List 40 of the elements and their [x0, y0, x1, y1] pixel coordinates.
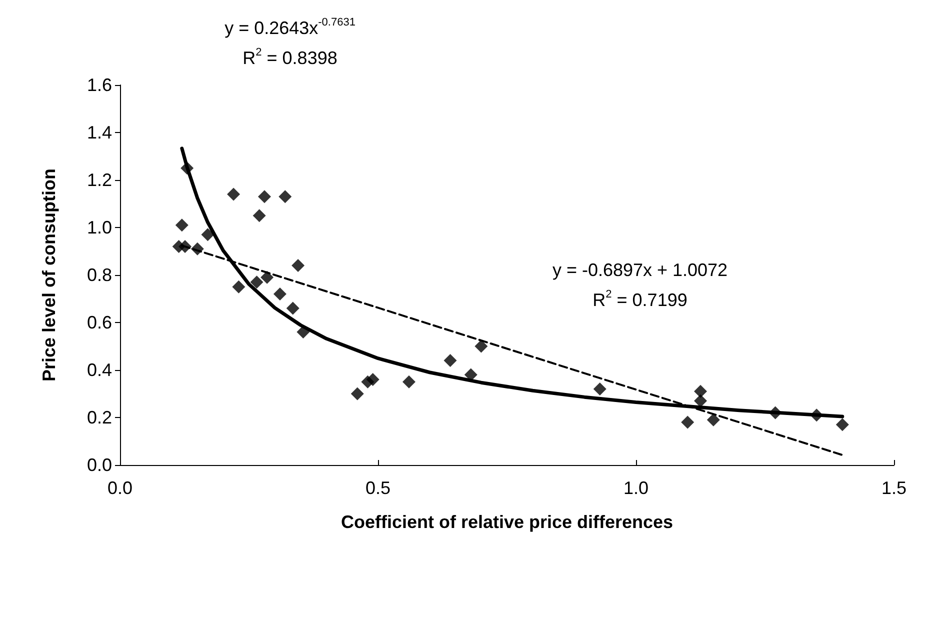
x-tick-label: 0.0 [107, 478, 133, 498]
y-tick-label: 0.2 [86, 408, 112, 428]
point [836, 418, 849, 432]
point [694, 384, 707, 398]
annotation: y = -0.6897x + 1.0072 [552, 260, 728, 280]
point [681, 416, 694, 429]
point [232, 280, 246, 294]
x-axis-title: Coefficient of relative price differences [340, 512, 674, 532]
point [444, 354, 457, 367]
y-tick-label: 1.2 [86, 170, 112, 190]
point [593, 382, 606, 396]
y-tick-label: 0.8 [86, 265, 112, 285]
point [175, 218, 188, 232]
point [286, 302, 300, 315]
x-tick-label: 1.0 [623, 478, 649, 498]
y-tick-label: 0.0 [86, 455, 112, 475]
point [694, 394, 707, 408]
point [273, 288, 286, 300]
point [250, 276, 264, 289]
point [292, 259, 305, 272]
point [260, 270, 274, 284]
point [350, 387, 364, 400]
point [252, 209, 266, 222]
y-tick-label: 1.4 [86, 122, 112, 142]
point [474, 340, 488, 353]
point [464, 368, 478, 382]
x-tick-label: 1.5 [881, 478, 907, 498]
x-tick-label: 0.5 [365, 478, 391, 498]
y-tick-label: 0.4 [86, 360, 112, 380]
point [227, 188, 240, 201]
point [402, 375, 416, 388]
point [258, 190, 271, 204]
point [706, 413, 720, 426]
y-tick-label: 0.6 [86, 312, 112, 332]
point [278, 190, 292, 204]
y-axis-title: Price level of consuption [39, 168, 59, 382]
point [366, 373, 380, 386]
y-tick-label: 1.6 [86, 75, 112, 95]
y-tick-label: 1.0 [86, 218, 112, 238]
point [201, 228, 214, 242]
